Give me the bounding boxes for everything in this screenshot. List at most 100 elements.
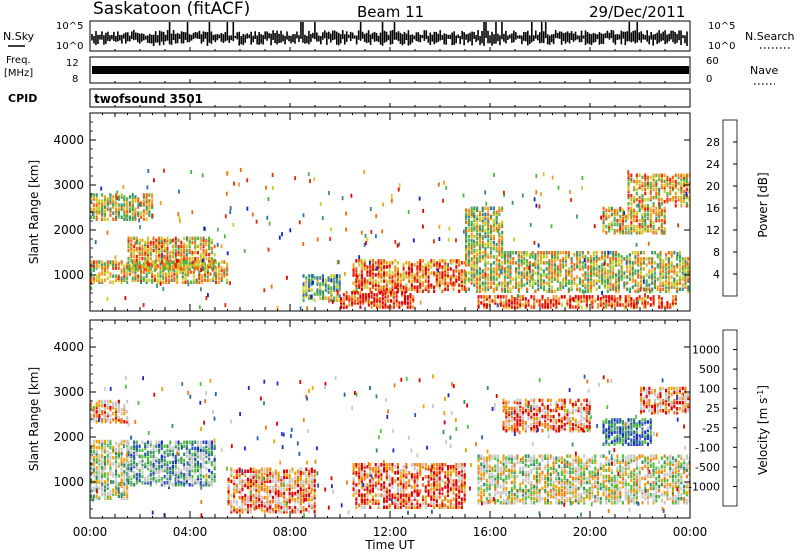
heatmap-cell xyxy=(481,242,484,247)
heatmap-cell xyxy=(405,275,408,279)
heatmap-cell xyxy=(633,226,636,231)
heatmap-cell xyxy=(324,278,327,282)
heatmap-cell xyxy=(601,263,604,267)
heatmap-cell xyxy=(133,252,136,257)
heatmap-cell xyxy=(144,267,147,271)
heatmap-cell xyxy=(503,283,506,287)
heatmap-cell xyxy=(498,208,501,212)
heatmap-speckle xyxy=(90,286,93,291)
heatmap-cell xyxy=(126,460,129,464)
heatmap-cell xyxy=(183,246,186,251)
heatmap-cell xyxy=(649,222,652,227)
heatmap-cell xyxy=(283,487,286,492)
heatmap-cell xyxy=(205,250,208,255)
heatmap-speckle xyxy=(341,196,344,201)
heatmap-cell xyxy=(648,287,651,291)
heatmap-cell xyxy=(503,287,506,291)
heatmap-cell xyxy=(165,262,168,266)
heatmap-cell xyxy=(291,493,294,498)
heatmap-cell xyxy=(581,273,584,277)
heatmap-cell xyxy=(277,473,280,478)
heatmap-cell xyxy=(220,276,223,280)
heatmap-cell xyxy=(249,473,252,478)
heatmap-cell xyxy=(421,269,424,273)
heatmap-cell xyxy=(478,242,481,247)
heatmap-cell xyxy=(263,487,266,492)
heatmap-cell xyxy=(123,496,126,500)
heatmap-cell xyxy=(416,277,419,281)
heatmap-cell xyxy=(101,264,104,268)
heatmap-cell xyxy=(617,275,620,279)
heatmap-cell xyxy=(433,289,436,293)
heatmap-cell xyxy=(356,297,359,301)
heatmap-cell xyxy=(360,283,363,287)
heatmap-cell xyxy=(126,418,129,422)
heatmap-cell xyxy=(617,255,620,259)
heatmap-cell xyxy=(399,283,402,287)
heatmap-speckle xyxy=(310,294,312,299)
heatmap-cell xyxy=(421,283,424,287)
heatmap-cell xyxy=(603,271,606,275)
heatmap-cell xyxy=(285,473,288,478)
heatmap-speckle xyxy=(328,191,330,195)
heatmap-cell xyxy=(463,261,466,265)
heatmap-cell xyxy=(208,265,211,269)
heatmap-cell xyxy=(98,445,101,450)
heatmap-cell xyxy=(655,187,658,192)
heatmap-cell xyxy=(269,467,272,471)
heatmap-cell xyxy=(271,473,274,478)
heatmap-cell xyxy=(449,275,452,279)
heatmap-cell xyxy=(595,273,598,277)
heatmap-cell xyxy=(424,265,427,269)
heatmap-cell xyxy=(277,505,280,510)
heatmap-cell xyxy=(633,187,636,192)
heatmap-cell xyxy=(465,273,468,277)
heatmap-cell xyxy=(649,224,652,229)
heatmap-cell xyxy=(612,271,615,275)
heatmap-cell xyxy=(473,210,476,214)
heatmap-cell xyxy=(101,466,104,470)
heatmap-cell xyxy=(424,285,427,289)
heatmap-cell xyxy=(183,262,186,267)
heatmap-cell xyxy=(492,244,495,249)
heatmap-cell xyxy=(183,248,186,253)
heatmap-cell xyxy=(188,248,191,253)
heatmap-cell xyxy=(95,439,98,444)
heatmap-cell xyxy=(238,505,241,510)
heatmap-cell xyxy=(178,270,181,274)
heatmap-cell xyxy=(203,272,206,276)
heatmap-cell xyxy=(126,490,129,494)
heatmap-cell xyxy=(578,261,581,265)
heatmap-cell xyxy=(595,251,598,255)
heatmap-cell xyxy=(616,210,619,215)
heatmap-cell xyxy=(188,472,191,477)
heatmap-cell xyxy=(288,479,291,484)
heatmap-cell xyxy=(526,265,529,269)
heatmap-cell xyxy=(683,179,686,184)
heatmap-cell xyxy=(596,295,599,299)
heatmap-cell xyxy=(360,267,363,271)
heatmap-cell xyxy=(528,283,531,287)
heatmap-cell xyxy=(476,226,479,231)
heatmap-cell xyxy=(503,269,506,273)
heatmap-speckle xyxy=(659,211,661,216)
heatmap-cell xyxy=(101,462,104,466)
heatmap-cell xyxy=(619,218,622,223)
heatmap-cell xyxy=(133,244,136,249)
heatmap-cell xyxy=(546,297,549,301)
heatmap-cell xyxy=(674,185,677,190)
heatmap-cell xyxy=(655,181,658,186)
heatmap-cell xyxy=(476,216,479,221)
heatmap-cell xyxy=(177,476,180,481)
heatmap-cell xyxy=(369,269,372,273)
heatmap-cell xyxy=(131,201,134,205)
heatmap-cell xyxy=(551,267,554,271)
heatmap-cell xyxy=(651,269,654,273)
heatmap-cell xyxy=(92,203,95,207)
heatmap-cell xyxy=(638,297,641,301)
heatmap-cell xyxy=(95,476,98,480)
heatmap-cell xyxy=(551,257,554,261)
heatmap-cell xyxy=(280,481,283,486)
heatmap-cell xyxy=(433,273,436,277)
heatmap-cell xyxy=(188,238,191,243)
